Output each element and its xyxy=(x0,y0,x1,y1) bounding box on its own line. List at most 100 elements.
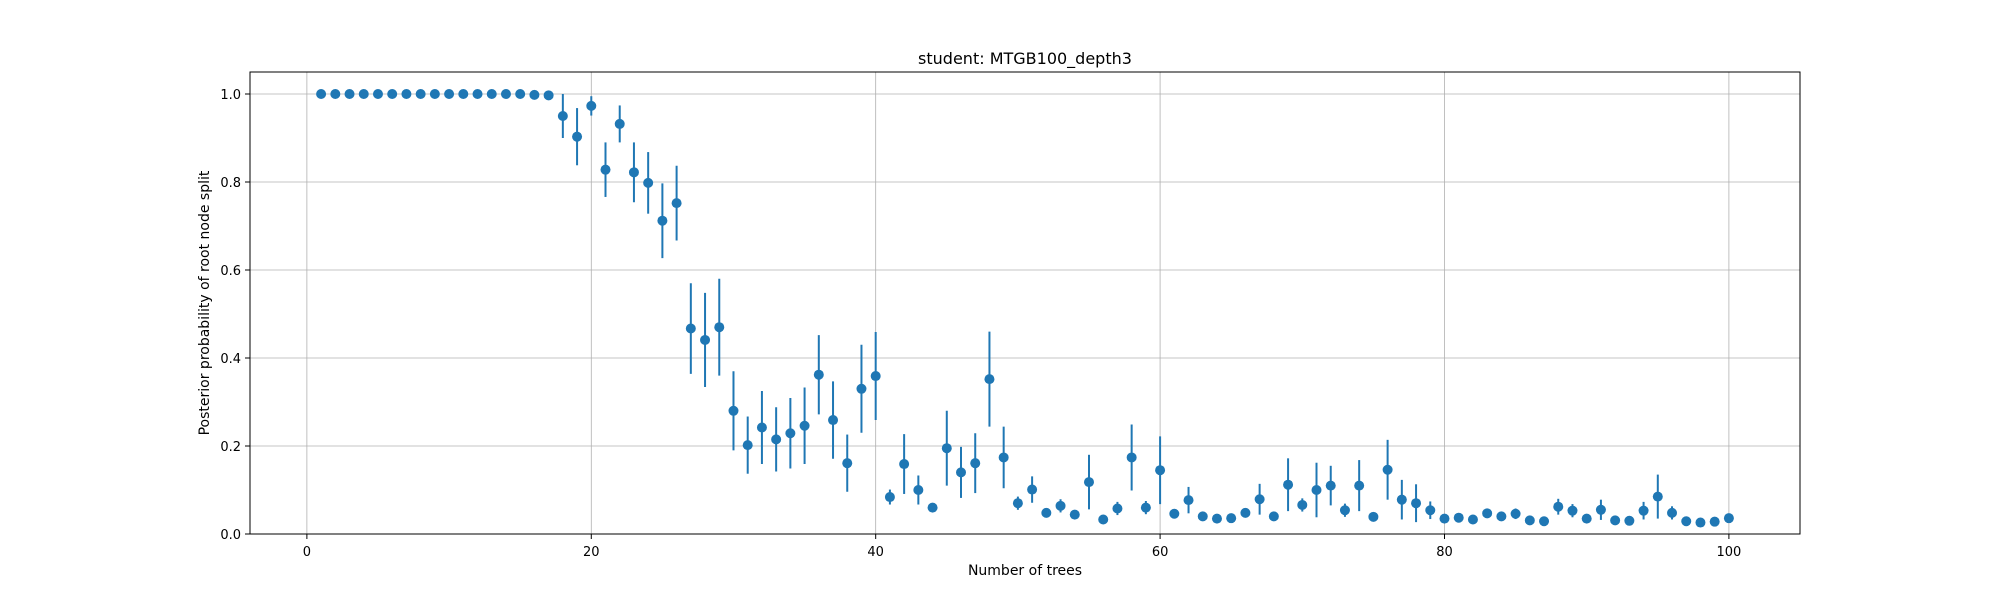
data-point xyxy=(330,89,341,99)
axes-background xyxy=(250,72,1800,534)
data-point xyxy=(813,369,824,380)
data-point xyxy=(998,452,1009,463)
data-point xyxy=(771,434,782,445)
data-point xyxy=(728,405,739,416)
data-point xyxy=(1425,505,1436,516)
data-point xyxy=(486,89,497,99)
data-point xyxy=(1681,516,1692,527)
data-point xyxy=(1439,513,1450,524)
data-point xyxy=(572,131,583,142)
data-point xyxy=(1339,505,1350,516)
data-point xyxy=(1240,507,1251,518)
data-point xyxy=(614,118,625,129)
data-point xyxy=(1226,513,1237,524)
data-point xyxy=(472,89,483,99)
data-point xyxy=(344,89,355,99)
data-point xyxy=(444,89,455,99)
data-point xyxy=(1624,515,1635,526)
data-point xyxy=(1496,511,1507,522)
data-point xyxy=(899,459,910,470)
data-point xyxy=(756,422,767,433)
data-point xyxy=(700,334,711,345)
data-point xyxy=(870,371,881,382)
data-point xyxy=(671,198,682,209)
data-point xyxy=(1041,507,1052,518)
data-point xyxy=(1055,500,1066,511)
data-point xyxy=(1297,499,1308,510)
y-tick-label: 0.6 xyxy=(220,264,241,279)
data-point xyxy=(1382,464,1393,475)
data-point xyxy=(1027,484,1038,495)
data-point xyxy=(884,492,895,503)
data-point xyxy=(941,443,952,454)
data-point xyxy=(1667,507,1678,518)
x-tick-label: 100 xyxy=(1716,545,1741,560)
data-point xyxy=(1368,511,1379,522)
y-axis-label: Posterior probability of root node split xyxy=(197,170,213,435)
x-tick-label: 0 xyxy=(303,545,311,560)
data-point xyxy=(586,100,597,111)
data-point xyxy=(543,90,554,101)
data-point xyxy=(1524,515,1535,526)
data-point xyxy=(1325,480,1336,491)
data-point xyxy=(1581,513,1592,524)
data-point xyxy=(1652,491,1663,502)
data-point xyxy=(1211,513,1222,524)
data-point xyxy=(1155,465,1166,476)
data-point xyxy=(956,467,967,478)
data-point xyxy=(628,167,639,178)
data-point xyxy=(372,89,383,99)
data-point xyxy=(799,420,810,431)
data-point xyxy=(1482,508,1493,519)
data-point xyxy=(316,89,327,99)
axes-frame xyxy=(249,71,1801,535)
data-point xyxy=(458,89,469,99)
data-point xyxy=(785,428,796,439)
data-point xyxy=(387,89,398,99)
data-point xyxy=(1183,495,1194,506)
data-point xyxy=(1083,477,1094,488)
data-point xyxy=(643,177,654,188)
y-tick-label: 1.0 xyxy=(220,88,241,103)
data-point xyxy=(1595,504,1606,515)
data-point xyxy=(1098,514,1109,525)
data-point xyxy=(515,89,526,99)
plot-area xyxy=(249,71,1801,535)
y-tick-label: 0.2 xyxy=(220,440,241,455)
data-point xyxy=(1126,452,1137,463)
data-point xyxy=(1311,485,1322,495)
x-tick-label: 80 xyxy=(1436,545,1453,560)
data-point xyxy=(1610,515,1621,526)
data-point xyxy=(1169,508,1180,519)
data-point xyxy=(401,89,412,99)
data-point xyxy=(1283,479,1294,490)
data-point xyxy=(1553,501,1564,512)
data-point xyxy=(1453,512,1464,523)
data-point xyxy=(1411,498,1422,509)
data-point xyxy=(1012,498,1023,509)
data-point xyxy=(1396,494,1407,505)
data-point xyxy=(429,89,440,99)
data-point xyxy=(970,458,981,469)
data-point xyxy=(500,89,511,99)
x-tick-label: 40 xyxy=(867,545,884,560)
data-points xyxy=(316,89,1734,528)
y-axis-ticks: 0.0 0.2 0.4 0.6 0.8 1.0 xyxy=(220,88,250,543)
data-point xyxy=(1112,503,1123,514)
data-point xyxy=(1268,511,1279,522)
data-point xyxy=(856,383,867,394)
chart-title: student: MTGB100_depth3 xyxy=(918,49,1132,69)
data-point xyxy=(828,415,839,426)
data-point xyxy=(600,164,611,175)
data-point xyxy=(657,215,668,226)
y-tick-label: 0.4 xyxy=(220,352,241,367)
data-point xyxy=(1695,517,1706,528)
data-point xyxy=(842,458,853,469)
data-point xyxy=(1723,513,1734,524)
x-axis-label: Number of trees xyxy=(968,563,1082,579)
data-point xyxy=(913,485,924,495)
y-tick-label: 0.8 xyxy=(220,176,241,191)
data-point xyxy=(1539,516,1550,527)
data-point xyxy=(557,111,568,121)
